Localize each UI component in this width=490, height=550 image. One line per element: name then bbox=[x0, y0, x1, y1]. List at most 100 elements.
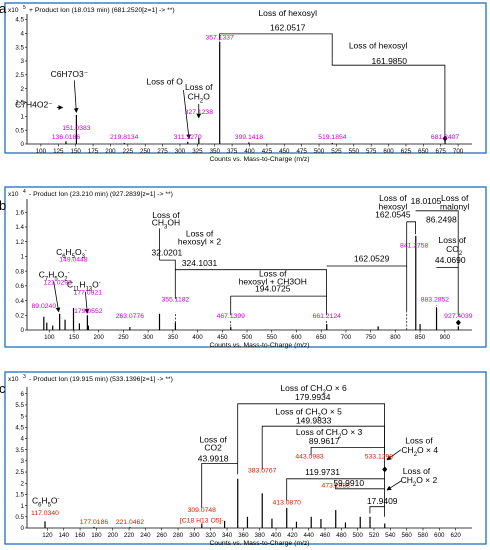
formula-part: O × 4 bbox=[417, 445, 438, 455]
formula-part: H bbox=[79, 279, 85, 289]
formula-part: 13 bbox=[85, 286, 92, 292]
y-tick-label: 0.6 bbox=[15, 283, 24, 290]
loss-annotation: 162.0545 bbox=[375, 209, 411, 219]
loss-annotation: 89.9617 bbox=[309, 436, 340, 446]
loss-annotation: Loss of bbox=[379, 193, 407, 203]
y-tick-label: 5 bbox=[21, 413, 25, 420]
formula-annotation: CH2O × 2 bbox=[401, 475, 438, 488]
loss-annotation: Loss of bbox=[439, 235, 467, 245]
y-exponent: 4 bbox=[23, 189, 26, 195]
y-tick-label: 1 bbox=[21, 114, 25, 121]
peak-label: 179.0552 bbox=[74, 308, 103, 315]
loss-annotation: malonyl bbox=[440, 201, 469, 211]
precursor-marker bbox=[442, 135, 448, 142]
x-tick-label: 550 bbox=[267, 334, 278, 341]
peak-label: 519.1854 bbox=[318, 134, 347, 141]
formula-part: 5 bbox=[72, 254, 76, 260]
formula-part: O bbox=[203, 92, 210, 102]
y-exponent-label: x10 bbox=[8, 191, 19, 198]
loss-bracket bbox=[237, 403, 385, 517]
chart-title: - Product Ion (23.210 min) (927.2839[z=1… bbox=[29, 191, 173, 198]
loss-annotation: Loss of bbox=[403, 466, 431, 476]
x-tick-label: 260 bbox=[157, 532, 168, 539]
formula-annotation: Loss of CH2O × 6 bbox=[280, 383, 347, 396]
y-exponent: 3 bbox=[23, 374, 26, 380]
x-tick-label: 440 bbox=[304, 532, 315, 539]
formula-part: CH bbox=[401, 445, 413, 455]
loss-bracket bbox=[331, 58, 446, 140]
peak-label: 89.0240 bbox=[32, 303, 57, 310]
loss-annotation: Loss of bbox=[186, 229, 214, 239]
annotation-arrow bbox=[386, 449, 402, 461]
peak-label: 327.1238 bbox=[185, 109, 214, 116]
x-tick-label: 360 bbox=[238, 532, 249, 539]
y-tick-label: 1.5 bbox=[15, 100, 24, 107]
formula-part: O × 2 bbox=[416, 475, 437, 485]
formula-annotation: Loss of CH2O × 5 bbox=[276, 406, 343, 419]
formula-part: 2 bbox=[459, 251, 462, 257]
loss-annotation: 121.0293 bbox=[43, 279, 72, 286]
y-exponent-label: x10 bbox=[8, 7, 19, 14]
loss-annotation: Loss of O bbox=[146, 77, 183, 87]
x-tick-label: 200 bbox=[108, 532, 119, 539]
loss-annotation: C7H4O2⁻ bbox=[15, 99, 53, 109]
formula-part: H bbox=[41, 495, 47, 505]
x-tick-label: 220 bbox=[124, 532, 135, 539]
y-tick-label: 1.4 bbox=[15, 224, 24, 231]
annotation-arrow bbox=[53, 281, 61, 313]
loss-annotation: CO2 bbox=[204, 443, 222, 453]
panel-frame bbox=[4, 371, 487, 545]
peak-label: [C18 H13 O5]- bbox=[180, 517, 224, 524]
formula-part: - bbox=[58, 496, 60, 502]
formula-part: 2 bbox=[414, 452, 417, 458]
formula-annotation: CH3OH bbox=[152, 217, 180, 230]
x-tick-label: 300 bbox=[189, 532, 200, 539]
x-tick-label: 280 bbox=[173, 532, 184, 539]
x-tick-label: 200 bbox=[94, 334, 105, 341]
x-tick-label: 500 bbox=[314, 148, 325, 155]
x-tick-label: 600 bbox=[434, 532, 445, 539]
y-tick-label: 4.5 bbox=[15, 17, 24, 24]
loss-annotation: Loss of bbox=[185, 82, 213, 92]
x-tick-label: 475 bbox=[296, 148, 307, 155]
formula-part: Loss of CH bbox=[276, 406, 318, 416]
formula-part: 11 bbox=[73, 286, 80, 292]
x-tick-label: 160 bbox=[75, 532, 86, 539]
loss-annotation: Loss of bbox=[259, 268, 287, 278]
x-tick-label: 225 bbox=[123, 148, 134, 155]
loss-annotation: Loss of bbox=[441, 193, 469, 203]
loss-annotation: 119.9731 bbox=[305, 467, 340, 477]
x-tick-label: 675 bbox=[436, 148, 447, 155]
formula-annotation: CO2 bbox=[446, 244, 462, 257]
x-tick-label: 500 bbox=[242, 334, 253, 341]
formula-part: H bbox=[66, 247, 72, 257]
peak-label: 927.4039 bbox=[444, 313, 473, 320]
x-tick-label: 420 bbox=[287, 532, 298, 539]
chart-panel-c: x10 3- Product Ion (19.915 min) (533.1396… bbox=[4, 371, 487, 547]
y-tick-label: 4.5 bbox=[15, 424, 24, 431]
x-tick-label: 700 bbox=[341, 334, 352, 341]
formula-part: 2 bbox=[338, 434, 341, 440]
x-tick-label: 850 bbox=[415, 334, 426, 341]
y-tick-label: 3 bbox=[21, 58, 25, 65]
x-tick-label: 380 bbox=[255, 532, 266, 539]
loss-annotation: 149.9833 bbox=[296, 415, 332, 425]
x-tick-label: 325 bbox=[192, 148, 203, 155]
x-tick-label: 275 bbox=[157, 148, 168, 155]
chart-panel-b: x10 4- Product Ion (23.210 min) (927.2839… bbox=[4, 186, 487, 349]
formula-part: 2 bbox=[64, 277, 67, 283]
y-tick-label: 3.5 bbox=[15, 447, 24, 454]
formula-part: C bbox=[39, 270, 45, 280]
x-tick-label: 460 bbox=[320, 532, 331, 539]
peak-label: 681.2407 bbox=[431, 134, 460, 141]
x-tick-label: 100 bbox=[36, 148, 47, 155]
formula-part: - bbox=[85, 248, 87, 254]
formula-part: - bbox=[99, 280, 101, 286]
y-exponent: 5 bbox=[23, 5, 26, 11]
loss-annotation: 44.0690 bbox=[435, 255, 466, 265]
loss-bracket bbox=[261, 425, 385, 470]
peak-label: 136.0186 bbox=[52, 134, 81, 141]
chart-panel-a: x10 5 + Product Ion (18.013 min) (681.2520… bbox=[4, 2, 487, 163]
formula-part: C bbox=[56, 247, 62, 257]
loss-annotation: 162.0517 bbox=[270, 23, 306, 33]
